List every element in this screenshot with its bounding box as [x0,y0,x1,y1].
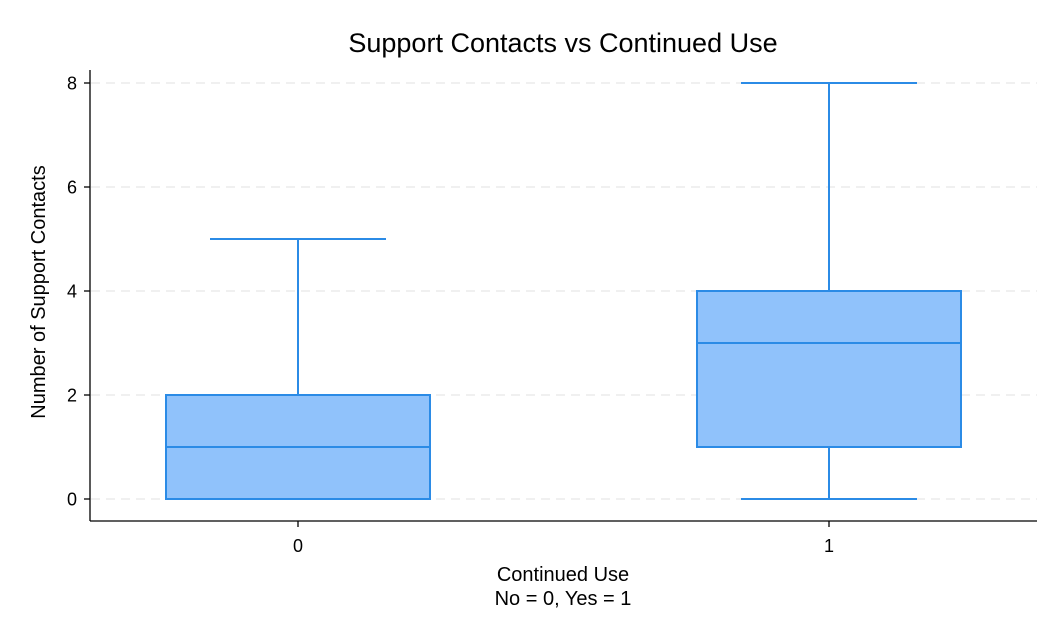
y-tick-label: 4 [67,282,77,302]
x-tick-label: 1 [824,536,834,556]
y-tick-label: 8 [67,74,77,94]
box-series [165,82,962,500]
chart-title: Support Contacts vs Continued Use [348,28,777,58]
x-axis-label: Continued Use [497,564,629,586]
x-axis-label-note: No = 0, Yes = 1 [495,588,632,610]
x-tick-label: 0 [293,536,303,556]
y-tick-label: 0 [67,490,77,510]
y-ticks: 0 2 4 6 8 [67,74,90,510]
y-tick-label: 6 [67,178,77,198]
y-axis-label: Number of Support Contacts [28,165,50,418]
box-iqr [696,290,962,448]
axes [89,70,1037,522]
y-tick-label: 2 [67,386,77,406]
